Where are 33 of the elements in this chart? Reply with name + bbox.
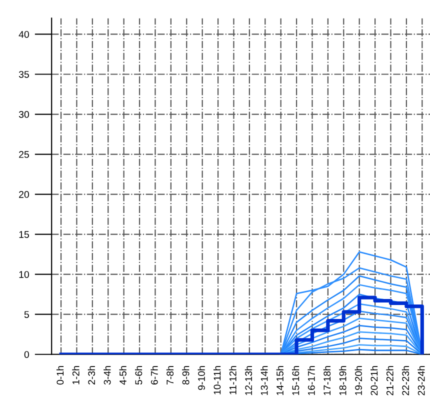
x-tick-label: 3-4h xyxy=(104,366,111,385)
x-tick-label: 9-10h xyxy=(198,366,205,390)
x-tick-label: 2-3h xyxy=(88,366,96,384)
x-tick-label: 5-6h xyxy=(134,366,142,385)
x-tick-label: 22-23h xyxy=(402,366,410,396)
x-tick-label: 0-1h xyxy=(56,366,64,385)
x-tick-label: 20-21h xyxy=(370,366,378,396)
x-tick-label: 18-19h xyxy=(339,366,346,396)
x-tick-label: 14-15h xyxy=(276,366,284,396)
x-tick-label: 1-2h xyxy=(72,366,80,384)
x-tick-label: 11-12h xyxy=(229,366,236,394)
y-tick-label: 35 xyxy=(18,70,29,78)
y-tick-label: 30 xyxy=(18,111,29,118)
y-tick-label: 5 xyxy=(24,311,29,318)
x-tick-label: 7-8h xyxy=(166,366,174,384)
x-tick-label: 21-22h xyxy=(386,366,394,396)
x-tick-label: 19-20h xyxy=(354,366,362,396)
y-tick-label: 10 xyxy=(19,271,29,278)
x-tick-label: 10-11h xyxy=(214,366,221,394)
x-tick-label: 15-16h xyxy=(292,366,300,396)
x-tick-label: 4-5h xyxy=(119,366,126,385)
x-tick-label: 16-17h xyxy=(308,366,315,396)
y-tick-label: 25 xyxy=(19,151,29,158)
x-tick-label: 17-18h xyxy=(323,366,331,396)
x-tick-label: 12-13h xyxy=(244,366,252,396)
x-tick-label: 13-14h xyxy=(260,366,268,396)
y-tick-label: 15 xyxy=(19,231,29,238)
x-tick-label: 8-9h xyxy=(182,366,190,385)
y-tick-label: 20 xyxy=(19,191,29,198)
y-tick-label: 40 xyxy=(18,30,29,38)
x-tick-label: 23-24h xyxy=(418,366,425,396)
x-tick-label: 6-7h xyxy=(150,366,158,384)
y-tick-label: 0 xyxy=(24,351,29,358)
